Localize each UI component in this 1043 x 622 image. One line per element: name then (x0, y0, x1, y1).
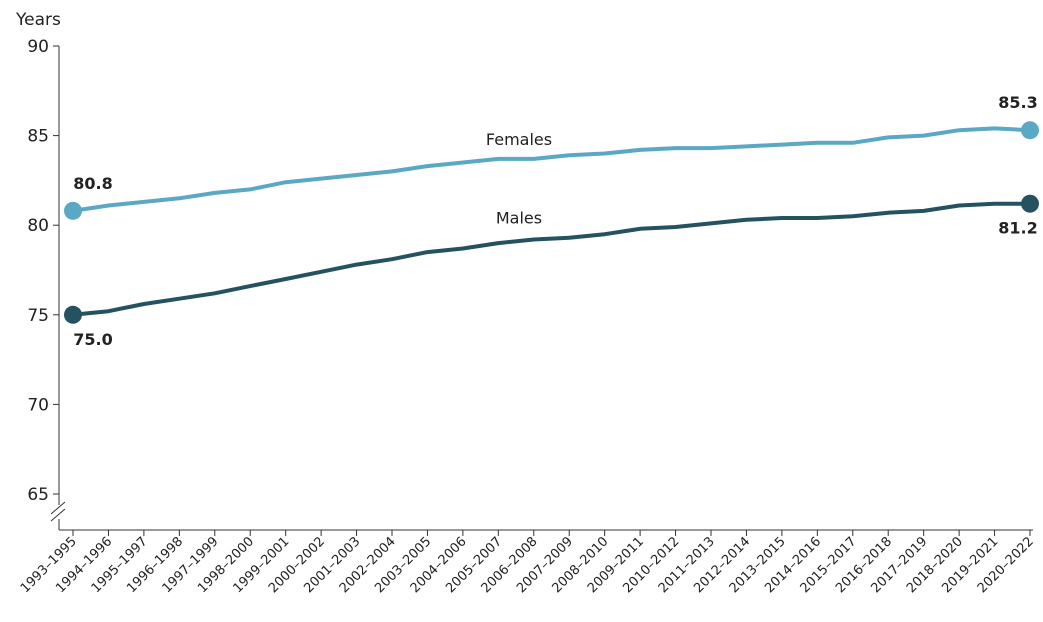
series-line (71, 126, 1032, 213)
start-value-label: 75.0 (73, 330, 112, 349)
end-value-label: 85.3 (998, 93, 1037, 112)
start-point-marker (64, 201, 82, 220)
axis-break-mark (50, 508, 66, 522)
start-value-label: 80.8 (73, 174, 112, 193)
y-axis: 65 70 75 80 85 90 (27, 37, 66, 530)
y-tick-label: 85 (27, 127, 49, 147)
y-tick-label: 90 (27, 37, 49, 57)
y-tick-label: 65 (27, 485, 49, 505)
series-line (71, 201, 1032, 317)
series-males: Males 75.0 81.2 (64, 194, 1039, 349)
series-layer: Females 80.8 85.3 Males 75.0 81.2 (64, 93, 1039, 349)
x-axis: 1993–19951994–19961995–19971996–19981997… (18, 529, 1037, 596)
y-tick-label: 75 (27, 306, 49, 326)
series-name-label: Females (486, 130, 552, 149)
start-point-marker (64, 305, 82, 324)
axis-break-mark (50, 501, 66, 515)
end-point-marker (1021, 194, 1039, 213)
y-axis-title: Years (15, 10, 61, 30)
y-tick-label: 80 (27, 216, 49, 236)
y-tick-label: 70 (27, 395, 49, 415)
end-value-label: 81.2 (998, 219, 1037, 238)
end-point-marker (1021, 121, 1039, 140)
series-females: Females 80.8 85.3 (64, 93, 1039, 220)
series-name-label: Males (496, 209, 542, 228)
